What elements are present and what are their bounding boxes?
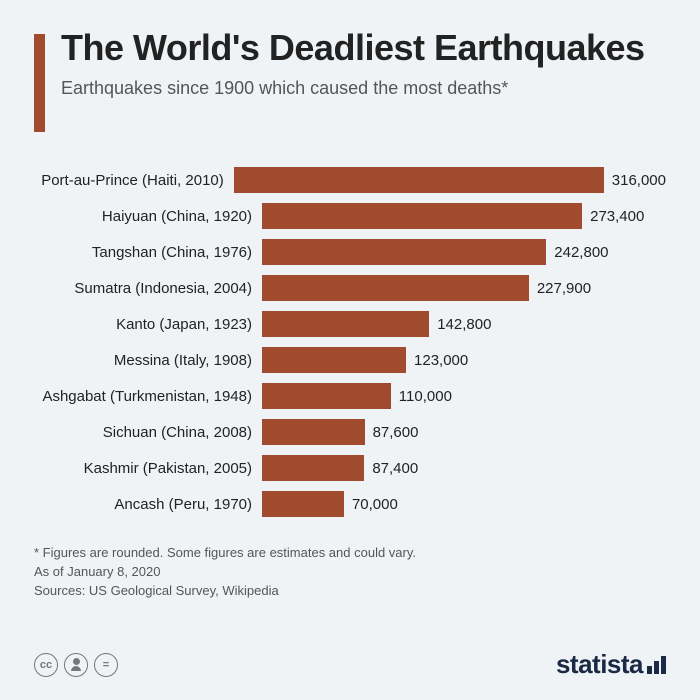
bar-value: 227,900 [537, 280, 591, 297]
bar-value: 70,000 [352, 496, 398, 513]
bar [262, 491, 344, 517]
bar-value: 142,800 [437, 316, 491, 333]
bar-wrap: 87,400 [262, 455, 666, 481]
bar-value: 87,400 [372, 460, 418, 477]
bar-value: 87,600 [373, 424, 419, 441]
by-icon [64, 653, 88, 677]
title-block: The World's Deadliest Earthquakes Earthq… [61, 28, 666, 99]
chart-row: Tangshan (China, 1976) 242,800 [40, 234, 666, 270]
bar [262, 239, 546, 265]
bar-wrap: 110,000 [262, 383, 666, 409]
bar-label: Ancash (Peru, 1970) [40, 496, 262, 513]
bar-value: 242,800 [554, 244, 608, 261]
bar-wrap: 316,000 [234, 167, 666, 193]
footnote-line: * Figures are rounded. Some figures are … [34, 544, 666, 563]
bar-label: Kanto (Japan, 1923) [40, 316, 262, 333]
chart-row: Sumatra (Indonesia, 2004) 227,900 [40, 270, 666, 306]
bar [262, 275, 529, 301]
footnote-line: As of January 8, 2020 [34, 563, 666, 582]
bar [262, 203, 582, 229]
header: The World's Deadliest Earthquakes Earthq… [34, 28, 666, 132]
footer: cc = statista [34, 649, 666, 680]
bar-label: Port-au-Prince (Haiti, 2010) [40, 172, 234, 189]
bar [262, 311, 429, 337]
bar-value: 110,000 [399, 388, 452, 405]
bar-wrap: 123,000 [262, 347, 666, 373]
bar-label: Haiyuan (China, 1920) [40, 208, 262, 225]
chart-row: Kashmir (Pakistan, 2005) 87,400 [40, 450, 666, 486]
license-icons: cc = [34, 653, 118, 677]
statista-logo: statista [556, 649, 666, 680]
bar-wrap: 142,800 [262, 311, 666, 337]
logo-bars-icon [647, 656, 666, 674]
bar-label: Sumatra (Indonesia, 2004) [40, 280, 262, 297]
bar-wrap: 227,900 [262, 275, 666, 301]
bar-value: 273,400 [590, 208, 644, 225]
bar-chart: Port-au-Prince (Haiti, 2010) 316,000 Haiyu… [40, 162, 666, 522]
footnote-line: Sources: US Geological Survey, Wikipedia [34, 582, 666, 601]
bar-wrap: 87,600 [262, 419, 666, 445]
logo-text: statista [556, 649, 643, 680]
bar [262, 383, 391, 409]
chart-row: Ancash (Peru, 1970) 70,000 [40, 486, 666, 522]
chart-row: Kanto (Japan, 1923) 142,800 [40, 306, 666, 342]
bar [262, 455, 364, 481]
chart-row: Haiyuan (China, 1920) 273,400 [40, 198, 666, 234]
bar-value: 316,000 [612, 172, 666, 189]
bar-wrap: 242,800 [262, 239, 666, 265]
bar-wrap: 70,000 [262, 491, 666, 517]
bar [262, 419, 365, 445]
footnotes: * Figures are rounded. Some figures are … [34, 544, 666, 601]
chart-row: Messina (Italy, 1908) 123,000 [40, 342, 666, 378]
bar-label: Tangshan (China, 1976) [40, 244, 262, 261]
page-subtitle: Earthquakes since 1900 which caused the … [61, 78, 666, 99]
bar-label: Sichuan (China, 2008) [40, 424, 262, 441]
chart-row: Ashgabat (Turkmenistan, 1948) 110,000 [40, 378, 666, 414]
bar-wrap: 273,400 [262, 203, 666, 229]
bar-label: Messina (Italy, 1908) [40, 352, 262, 369]
bar-label: Kashmir (Pakistan, 2005) [40, 460, 262, 477]
bar-label: Ashgabat (Turkmenistan, 1948) [40, 388, 262, 405]
chart-row: Port-au-Prince (Haiti, 2010) 316,000 [40, 162, 666, 198]
cc-icon: cc [34, 653, 58, 677]
page-title: The World's Deadliest Earthquakes [61, 28, 666, 68]
chart-row: Sichuan (China, 2008) 87,600 [40, 414, 666, 450]
bar [234, 167, 604, 193]
bar-value: 123,000 [414, 352, 468, 369]
accent-bar [34, 34, 45, 132]
nd-icon: = [94, 653, 118, 677]
bar [262, 347, 406, 373]
